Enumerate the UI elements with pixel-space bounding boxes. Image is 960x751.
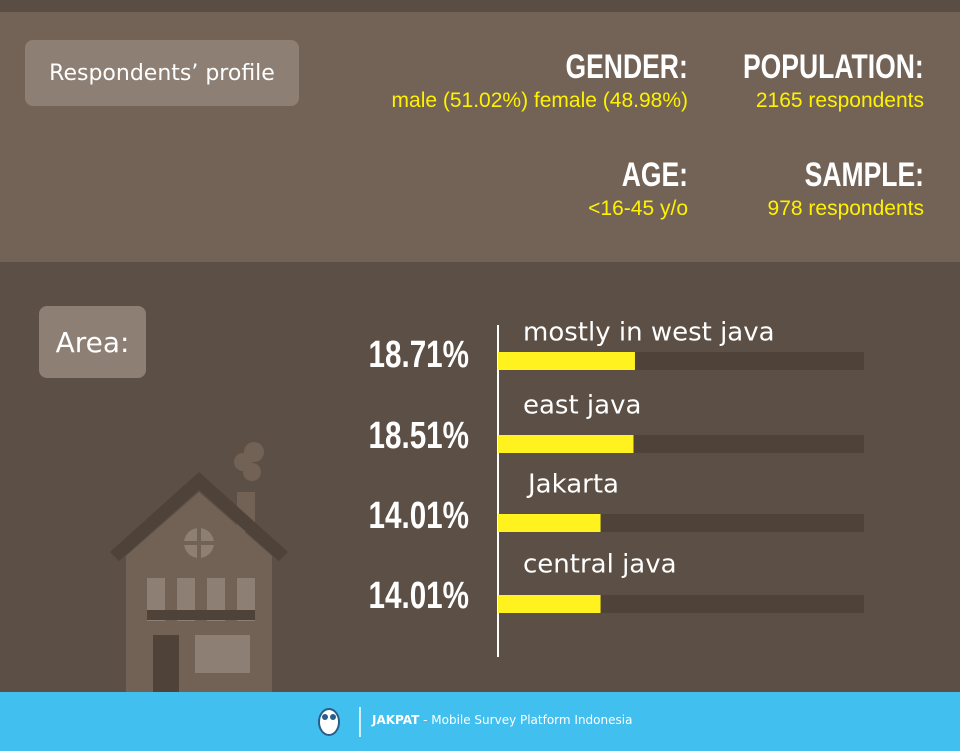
bar [498, 595, 601, 613]
profile-value: 978 respondents [767, 197, 924, 220]
footer-logo [318, 707, 361, 737]
profile-label: POPULATION: [743, 48, 924, 86]
profile-label: GENDER: [565, 48, 688, 86]
bar [498, 352, 635, 370]
footer [0, 692, 960, 751]
value-label: 18.51% [369, 415, 469, 457]
footer-tagline: - Mobile Survey Platform Indonesia [419, 713, 633, 727]
value-label: 14.01% [369, 575, 469, 617]
footer-brand: JAKPAT [372, 713, 420, 727]
house [110, 442, 288, 692]
category-label: central java [523, 550, 677, 580]
profile-value: <16-45 y/o [588, 197, 688, 220]
top-band [0, 0, 960, 12]
category-label: mostly in west java [523, 318, 775, 348]
category-label: Jakarta [526, 470, 619, 500]
area-title: Area: [39, 306, 146, 378]
profile-title: Respondents’ profile [25, 40, 299, 106]
value-label: 18.71% [369, 334, 469, 376]
bar [498, 514, 601, 532]
category-label: east java [523, 391, 641, 421]
profile-label: AGE: [621, 156, 688, 194]
profile-value: male (51.02%) female (48.98%) [391, 89, 688, 112]
value-label: 14.01% [369, 495, 469, 537]
footer-text: JAKPAT - Mobile Survey Platform Indonesi… [372, 713, 632, 727]
profile-label: SAMPLE: [804, 156, 924, 194]
bar [498, 435, 634, 453]
profile-value: 2165 respondents [755, 89, 924, 112]
